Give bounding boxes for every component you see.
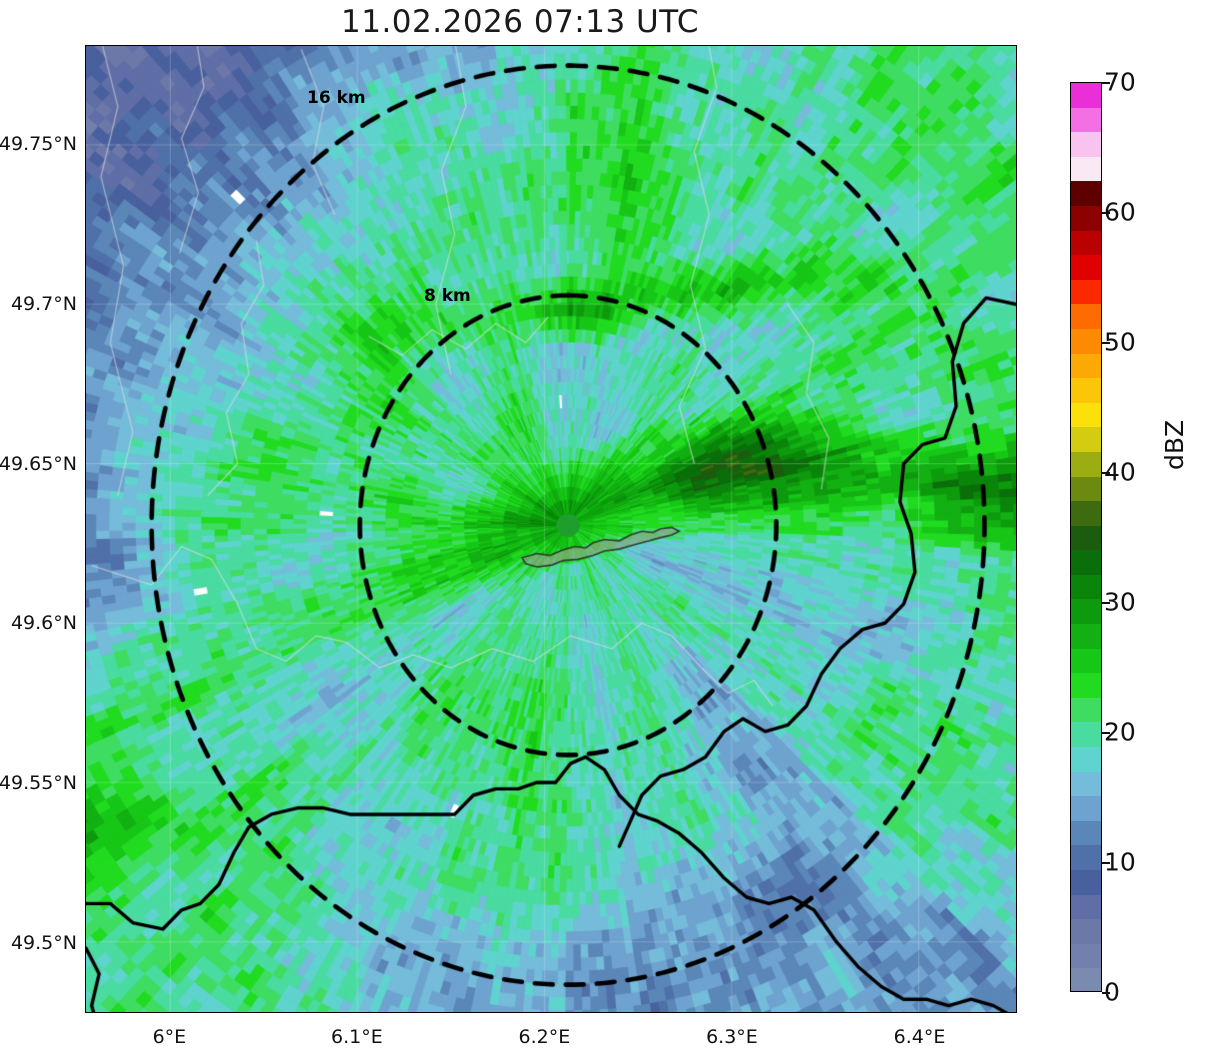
colorbar-band <box>1071 279 1101 305</box>
colorbar-band <box>1071 501 1101 526</box>
colorbar-band <box>1071 919 1101 944</box>
colorbar-tick-mark <box>1102 342 1110 344</box>
colorbar-band <box>1071 550 1101 575</box>
colorbar-band <box>1071 820 1101 846</box>
x-tick-label: 6°E <box>152 1026 187 1048</box>
colorbar-tick-mark <box>1102 862 1110 864</box>
page-title: 11.02.2026 07:13 UTC <box>341 4 699 40</box>
range-ring-label-8km: 8 km <box>424 286 471 306</box>
colorbar-band <box>1071 771 1101 797</box>
colorbar-band <box>1071 255 1101 280</box>
colorbar-band <box>1071 451 1101 477</box>
colorbar-band <box>1071 722 1101 748</box>
colorbar-band <box>1071 230 1101 256</box>
radar-plot[interactable]: 16 km 8 km <box>85 45 1017 1013</box>
colorbar-tick-mark <box>1102 992 1110 994</box>
colorbar-band <box>1071 402 1101 428</box>
colorbar-band <box>1071 353 1101 379</box>
colorbar-band <box>1071 525 1101 551</box>
colorbar-band <box>1071 648 1101 674</box>
colorbar-tick-mark <box>1102 472 1110 474</box>
colorbar-band <box>1071 747 1101 772</box>
range-ring-label-16km: 16 km <box>307 88 366 108</box>
colorbar-band <box>1071 870 1101 895</box>
colorbar-band <box>1071 894 1101 920</box>
colorbar-band <box>1071 83 1101 108</box>
colorbar-band <box>1071 574 1101 600</box>
colorbar-tick-mark <box>1102 82 1110 84</box>
colorbar-band <box>1071 968 1101 991</box>
colorbar-band <box>1071 845 1101 870</box>
colorbar-band <box>1071 378 1101 403</box>
colorbar-band <box>1071 181 1101 206</box>
y-tick-label: 49.5°N <box>10 931 77 954</box>
colorbar-title: dBZ <box>1160 419 1189 470</box>
colorbar-band <box>1071 156 1101 182</box>
colorbar-band <box>1071 427 1101 452</box>
colorbar-band <box>1071 132 1101 157</box>
x-tick-label: 6.3°E <box>706 1026 758 1048</box>
colorbar-band <box>1071 328 1101 354</box>
colorbar-tick-mark <box>1102 212 1110 214</box>
y-tick-label: 49.65°N <box>0 452 77 475</box>
colorbar-band <box>1071 476 1101 502</box>
y-tick-label: 49.6°N <box>10 612 77 635</box>
x-tick-label: 6.4°E <box>893 1026 946 1048</box>
colorbar-tick-mark <box>1102 732 1110 734</box>
colorbar-band <box>1071 205 1101 231</box>
colorbar-tick-mark <box>1102 602 1110 604</box>
colorbar-band <box>1071 796 1101 821</box>
y-tick-label: 49.7°N <box>10 292 77 315</box>
x-tick-label: 6.1°E <box>331 1026 383 1048</box>
y-tick-label: 49.75°N <box>0 133 77 156</box>
colorbar-tick-label: 0 <box>1104 977 1120 1007</box>
colorbar-band <box>1071 943 1101 969</box>
x-tick-label: 6.2°E <box>518 1026 571 1048</box>
colorbar-band <box>1071 304 1101 329</box>
y-tick-label: 49.55°N <box>0 771 77 794</box>
colorbar[interactable] <box>1070 82 1102 992</box>
colorbar-band <box>1071 107 1101 133</box>
colorbar-band <box>1071 624 1101 649</box>
radar-reflectivity-image <box>86 46 1016 1012</box>
colorbar-band <box>1071 697 1101 723</box>
colorbar-band <box>1071 599 1101 625</box>
colorbar-band <box>1071 673 1101 698</box>
